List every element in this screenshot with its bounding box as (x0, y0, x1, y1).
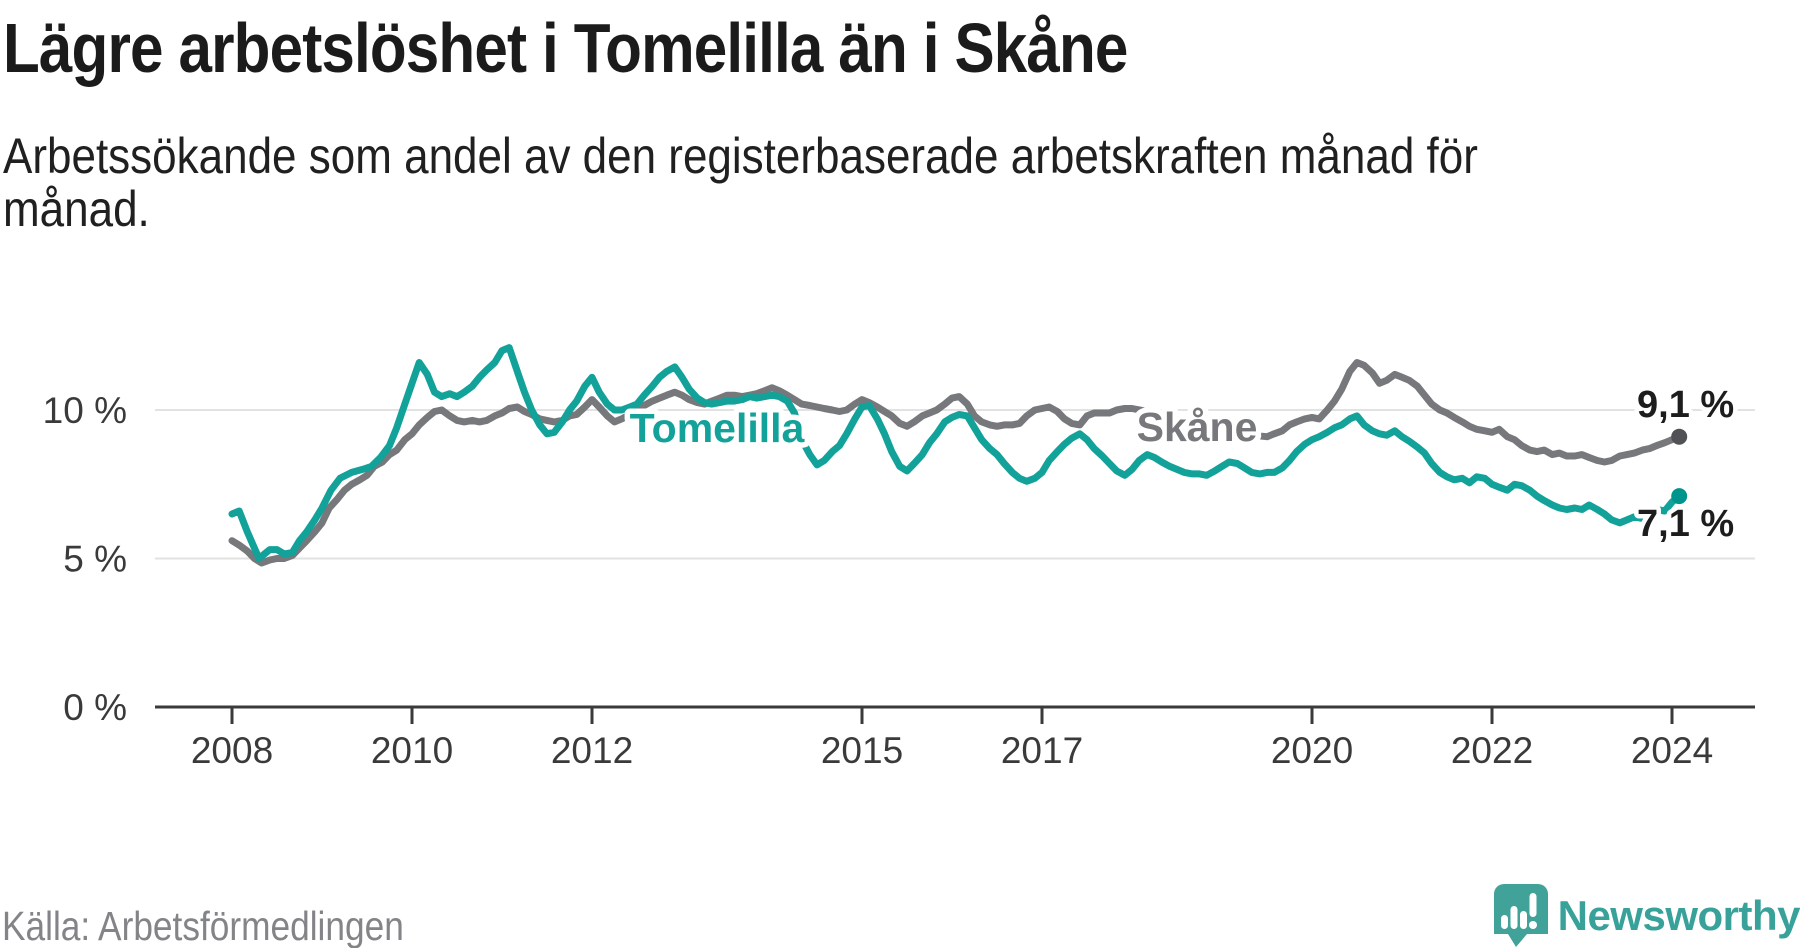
x-tick-label-2012: 2012 (551, 730, 633, 771)
y-tick-label-5: 5 % (63, 539, 127, 580)
page-title: Lägre arbetslöshet i Tomelilla än i Skån… (3, 9, 1128, 87)
skane-line (228, 359, 1683, 567)
x-tick-label-2020: 2020 (1271, 730, 1353, 771)
tomelilla-series-label: Tomelilla (630, 405, 806, 451)
skane-end-value: 9,1 % (1637, 384, 1734, 426)
chart-subtitle: Arbetssökande som andel av den registerb… (3, 130, 1478, 236)
tomelilla-end-dot (1671, 488, 1688, 505)
y-tick-label-10: 10 % (43, 390, 127, 431)
y-tick-label-0: 0 % (63, 687, 127, 728)
x-tick-label-2010: 2010 (371, 730, 453, 771)
x-tick-label-2024: 2024 (1631, 730, 1713, 771)
newsworthy-brand-text: Newsworthy (1557, 892, 1800, 939)
skane-series-label: Skåne (1137, 404, 1258, 450)
chart-subtitle-line2: månad. (3, 181, 150, 237)
tomelilla-line (228, 344, 1683, 562)
x-tick-label-2022: 2022 (1451, 730, 1533, 771)
x-tick-label-2017: 2017 (1001, 730, 1083, 771)
skane-end-dot (1671, 428, 1688, 445)
x-tick-label-2015: 2015 (821, 730, 903, 771)
newsworthy-logo-icon (1493, 884, 1548, 947)
tomelilla-end-value: 7,1 % (1637, 503, 1734, 545)
source-note: Källa: Arbetsförmedlingen (2, 903, 404, 948)
newsworthy-logo[interactable]: Newsworthy (1493, 880, 1800, 948)
chart-subtitle-line1: Arbetssökande som andel av den registerb… (3, 128, 1478, 184)
x-tick-label-2008: 2008 (191, 730, 273, 771)
